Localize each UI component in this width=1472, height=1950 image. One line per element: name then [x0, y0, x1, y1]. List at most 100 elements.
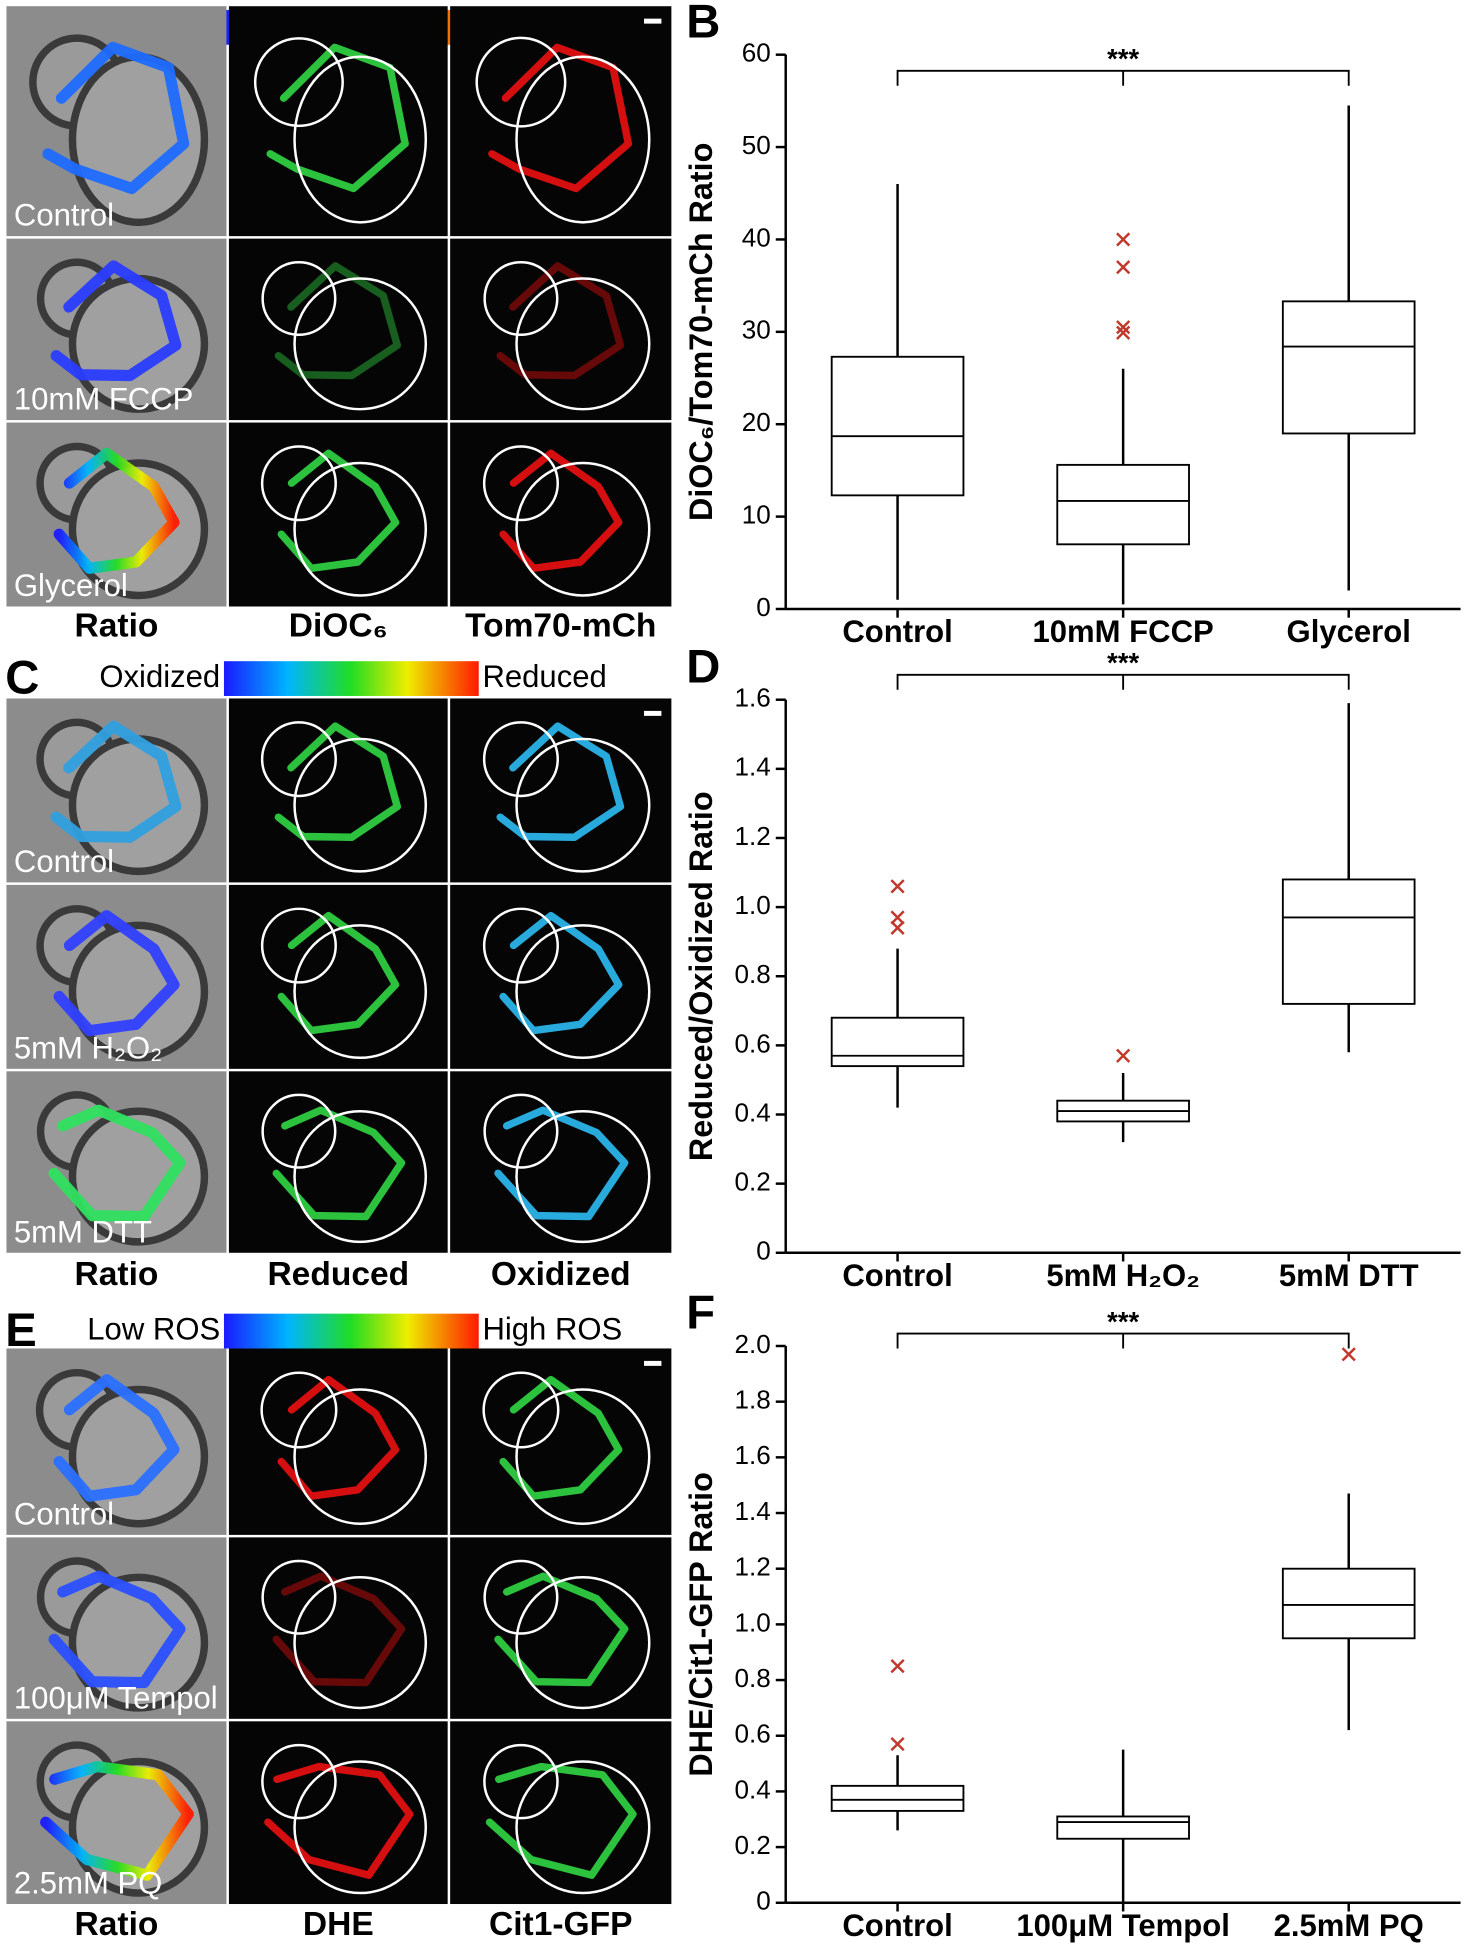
mitochondria	[48, 1104, 186, 1223]
mitochondria	[264, 1762, 414, 1879]
outlier	[890, 879, 905, 894]
mitochondria	[53, 447, 180, 574]
condition-label: Glycerol	[14, 568, 128, 603]
cell-outline	[293, 737, 428, 873]
mitochondria	[494, 1572, 629, 1687]
micrograph	[6, 884, 227, 1069]
mitochondria	[40, 1761, 194, 1881]
cell-phase	[68, 1107, 209, 1246]
mitochondria	[499, 449, 623, 573]
box	[1281, 878, 1416, 1005]
cell-outline	[483, 1093, 559, 1169]
y-tick-label: 0.6	[735, 1719, 771, 1749]
micrograph	[450, 698, 672, 883]
micrograph	[6, 422, 227, 607]
box	[830, 1784, 965, 1812]
mitochondria	[277, 911, 400, 1035]
micrograph-background	[228, 1721, 448, 1905]
scale-high-label: Reduced	[482, 659, 606, 694]
micrograph	[450, 1348, 672, 1535]
column-label: Ratio	[75, 1256, 159, 1293]
micrograph-background	[450, 422, 672, 607]
significance-label: ***	[1107, 1306, 1139, 1337]
x-tick-label: 2.5mM PQ	[1274, 1908, 1424, 1943]
mitochondria	[266, 43, 409, 193]
column-label: Cit1-GFP	[489, 1906, 633, 1943]
condition-label: 5mM DTT	[14, 1214, 152, 1249]
micrograph	[450, 238, 672, 421]
micrograph-background	[228, 1537, 448, 1719]
cell-outline	[515, 1388, 651, 1525]
x-tick-label: Control	[842, 614, 952, 649]
column-label: Tom70-mCh	[465, 607, 656, 644]
cell-outline	[260, 907, 337, 984]
mitochondria	[499, 1375, 623, 1500]
condition-label: 5mM H₂O₂	[14, 1030, 162, 1065]
x-tick-label: 5mM H₂O₂	[1046, 1258, 1200, 1293]
significance-bracket	[896, 1332, 1350, 1349]
panel-letter: D	[686, 640, 720, 693]
micrograph	[228, 698, 448, 883]
micrograph	[228, 1721, 448, 1905]
y-tick-label: 0.6	[735, 1028, 771, 1058]
micrograph-background	[228, 884, 448, 1069]
mitochondria	[272, 1572, 406, 1687]
y-tick-label: 0	[756, 592, 771, 622]
cell-outline	[482, 721, 559, 798]
cell-outline	[261, 1559, 337, 1635]
micrograph-background	[450, 6, 672, 237]
box	[1281, 1567, 1416, 1640]
box	[1056, 463, 1190, 546]
y-tick-label: 1.6	[735, 1440, 771, 1470]
x-tick-label: Control	[842, 1258, 952, 1293]
cell-outline	[293, 1109, 428, 1244]
micrograph	[6, 6, 227, 237]
y-tick-label: 30	[742, 315, 771, 345]
y-tick-label: 1.2	[735, 821, 771, 851]
micrograph	[450, 884, 672, 1069]
micrograph	[228, 238, 448, 421]
micrograph	[228, 1348, 448, 1535]
condition-label: 100μM Tempol	[14, 1680, 218, 1715]
cell-outline	[482, 1371, 560, 1449]
outlier	[890, 920, 905, 935]
scale-high-label: High ROS	[482, 1311, 622, 1346]
x-tick-label: Control	[842, 1908, 952, 1943]
cell-outline	[483, 1559, 559, 1635]
significance-label: ***	[1107, 43, 1139, 74]
significance-bracket	[896, 69, 1350, 86]
mitochondria	[277, 1375, 400, 1500]
y-axis-title: DiOC₆/Tom70-mCh Ratio	[683, 143, 719, 521]
y-tick-label: 1.0	[735, 1607, 771, 1637]
micrograph	[450, 1071, 672, 1253]
cell-outline	[515, 1576, 651, 1710]
cell-outline	[515, 1109, 651, 1244]
box	[830, 355, 965, 497]
y-axis-title: DHE/Cit1-GFP Ratio	[683, 1472, 719, 1776]
cell-outline	[261, 1743, 337, 1820]
cell-outline	[261, 260, 337, 337]
cell-outline	[515, 461, 651, 597]
cell-outline	[293, 461, 428, 597]
micrograph	[450, 1721, 672, 1905]
mitochondria	[277, 449, 400, 573]
mitochondria	[42, 41, 190, 195]
cell-outline	[483, 260, 559, 337]
y-tick-label: 1.4	[735, 1496, 771, 1526]
condition-label: 2.5mM PQ	[14, 1866, 162, 1901]
cell-outline	[293, 277, 428, 411]
mitochondria	[50, 260, 182, 382]
color-scale-bar	[223, 1313, 479, 1349]
micrograph	[228, 6, 448, 237]
y-tick-label: 1.0	[735, 890, 771, 920]
panel-letter: E	[5, 1304, 37, 1357]
significance-label: ***	[1107, 647, 1139, 678]
significance-bracket	[896, 673, 1350, 690]
y-tick-label: 0.2	[735, 1167, 771, 1197]
x-tick-label: Glycerol	[1287, 614, 1411, 649]
outlier	[1341, 1347, 1356, 1362]
micrograph	[450, 6, 672, 237]
cell-outline	[253, 37, 344, 128]
y-tick-label: 0	[756, 1886, 771, 1916]
